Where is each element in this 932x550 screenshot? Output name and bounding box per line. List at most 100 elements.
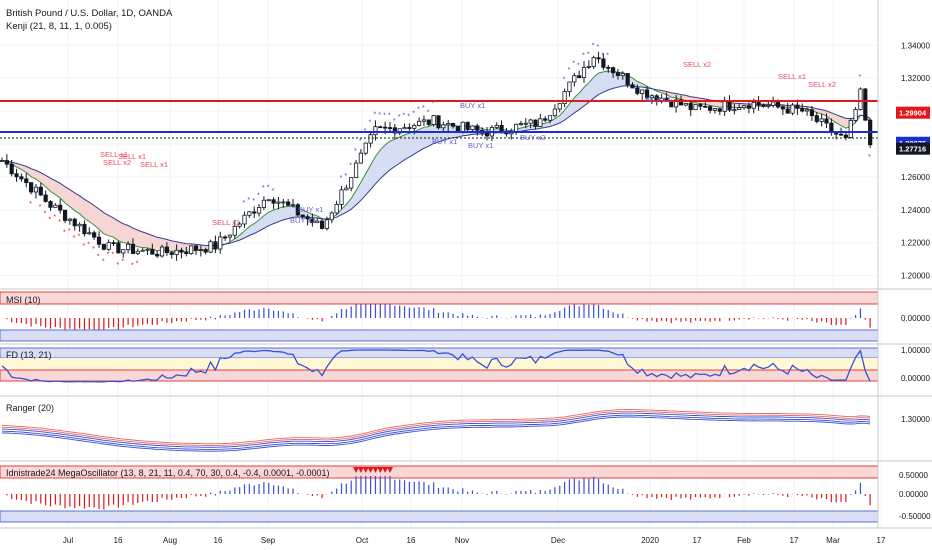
- candle-body: [203, 249, 208, 253]
- signal-label: SELL x1: [778, 72, 806, 81]
- candle-body: [838, 133, 844, 136]
- buy-star: *: [344, 173, 347, 180]
- candle-body: [741, 105, 747, 109]
- price-tick: 1.32000: [901, 74, 930, 83]
- fd-line: [1, 349, 871, 383]
- mega-sell-arrow: [357, 467, 364, 473]
- candle-body: [363, 142, 368, 154]
- time-tick: 17: [790, 536, 799, 545]
- signal-label: BUY x1: [298, 205, 323, 214]
- candle-body: [310, 218, 315, 224]
- candle-body: [698, 104, 703, 107]
- time-tick: Dec: [551, 536, 565, 545]
- ranger-title: Ranger (20): [6, 403, 54, 413]
- candle-body: [557, 103, 562, 110]
- candle-body: [460, 121, 465, 132]
- buy-star: *: [422, 105, 425, 112]
- candle-body: [334, 204, 339, 214]
- candle-body: [58, 204, 63, 211]
- buy-star: *: [383, 113, 386, 120]
- candle-body: [140, 249, 145, 252]
- candle-body: [863, 88, 868, 121]
- candle-body: [581, 67, 587, 79]
- candle-body: [761, 104, 766, 107]
- buy-star: *: [606, 53, 609, 60]
- candle-body: [62, 209, 68, 221]
- mega-tick: 0.50000: [899, 471, 928, 480]
- candle-body: [339, 189, 344, 205]
- candle-body: [766, 104, 771, 107]
- time-tick: Sep: [261, 536, 276, 545]
- candle-body: [227, 234, 233, 238]
- ranger-line: [2, 416, 871, 452]
- symbol-title: British Pound / U.S. Dollar, 1D, OANDA: [6, 8, 173, 19]
- buy-star: *: [252, 198, 255, 205]
- candle-body: [0, 160, 5, 162]
- mega-sell-arrow: [372, 467, 379, 473]
- candle-body: [232, 225, 237, 236]
- msi-tick: 0.00000: [901, 314, 930, 323]
- sell-star: *: [868, 154, 871, 161]
- candle-body: [96, 236, 102, 245]
- buy-star: *: [407, 113, 410, 120]
- candle-body: [295, 204, 300, 216]
- buy-star: *: [349, 163, 352, 170]
- candle-body: [644, 89, 650, 99]
- buy-star: *: [601, 52, 604, 59]
- candle-body: [780, 106, 785, 110]
- fd-tick: 1.00000: [901, 346, 930, 355]
- buy-star: *: [567, 67, 570, 74]
- candle-body: [465, 121, 470, 130]
- time-tick: 16: [407, 536, 416, 545]
- candle-body: [809, 109, 815, 117]
- candle-body: [286, 201, 291, 206]
- sell-star: *: [29, 201, 32, 208]
- candle-body: [19, 176, 24, 180]
- candle-body: [276, 201, 281, 204]
- candle-body: [620, 73, 625, 76]
- mega-tick: 0.00000: [899, 490, 928, 499]
- signal-markers: * *** *** ** ** ***** ** ** ** * *** * ** ****** * * ***…: [29, 43, 871, 270]
- candle-body: [373, 126, 378, 136]
- buy-star: *: [359, 138, 362, 145]
- signal-label: SELL x2: [683, 60, 711, 69]
- candle-body: [324, 219, 330, 229]
- buy-star: *: [592, 43, 595, 50]
- price-badge-label: 1.29904: [899, 109, 927, 118]
- buy-star: *: [858, 74, 861, 81]
- candle-body: [712, 108, 718, 111]
- ranger-line: [1, 412, 871, 448]
- sell-star: *: [97, 253, 100, 260]
- candle-body: [683, 102, 688, 106]
- candle-body: [392, 127, 397, 134]
- candle-body: [572, 75, 577, 83]
- candle-body: [450, 123, 456, 127]
- ranger-line: [1, 414, 871, 450]
- candle-body: [756, 102, 761, 106]
- candle-body: [329, 212, 334, 221]
- signal-label: BUY x1: [432, 137, 457, 146]
- candle-body: [703, 105, 708, 108]
- candle-body: [300, 214, 305, 218]
- time-tick: Oct: [356, 536, 369, 545]
- sell-star: *: [131, 263, 134, 270]
- candle-body: [848, 120, 853, 138]
- candle-body: [737, 107, 742, 111]
- ranger-tick: 1.30000: [901, 415, 930, 424]
- buy-star: *: [388, 113, 391, 120]
- candle-body: [159, 246, 165, 257]
- candle-body: [611, 67, 616, 74]
- kenji-cloud-bullish: [225, 70, 652, 245]
- candle-body: [290, 204, 296, 207]
- candle-body: [271, 199, 276, 204]
- candle-body: [242, 214, 247, 225]
- buy-star: *: [563, 77, 566, 84]
- grid-lines: [0, 0, 882, 528]
- mega-sell-arrow: [387, 467, 393, 473]
- candle-body: [222, 236, 228, 239]
- candle-body: [751, 102, 756, 109]
- candle-body: [426, 119, 431, 125]
- signal-label: SELL x1: [118, 152, 146, 161]
